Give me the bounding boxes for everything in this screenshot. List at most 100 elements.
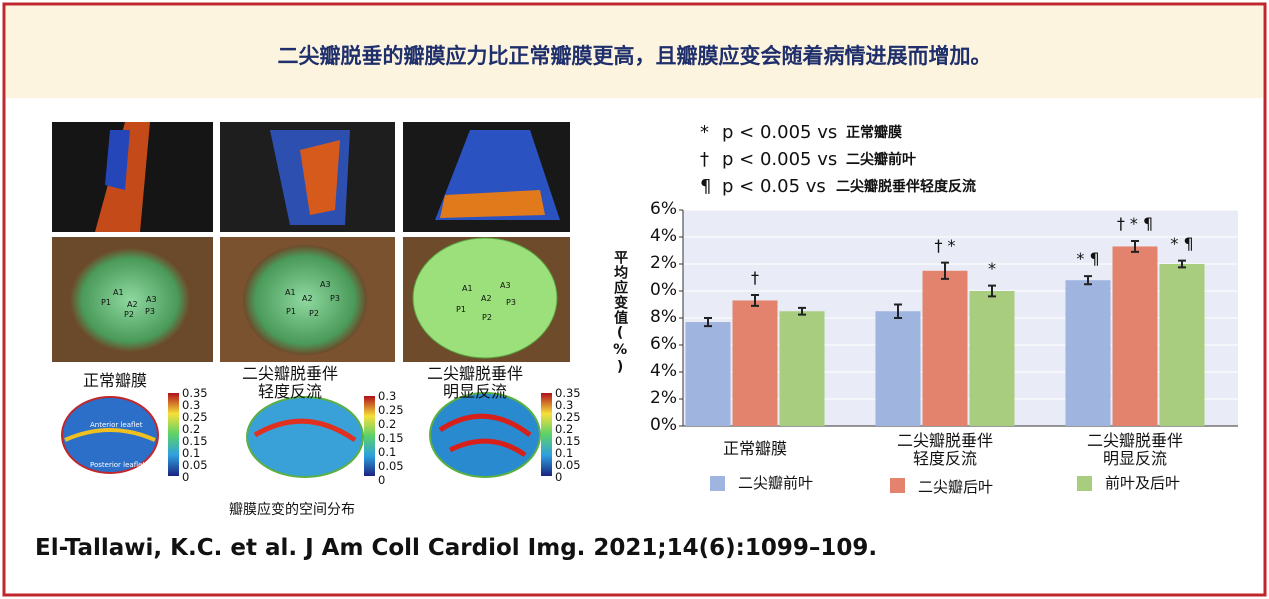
doppler bbox=[105, 130, 130, 190]
coaptation bbox=[438, 413, 532, 458]
bar bbox=[1112, 246, 1158, 426]
sig-text: p < 0.005 vs bbox=[722, 122, 838, 143]
bar bbox=[685, 322, 731, 426]
colorbar-tick: 0.2 bbox=[182, 422, 201, 436]
caption: 瓣膜应变的空间分布 bbox=[229, 502, 355, 518]
colorbar-tick: 0.3 bbox=[378, 389, 397, 403]
significance-mark: † * bbox=[934, 235, 956, 255]
x-tick-label: 正常瓣膜 bbox=[722, 439, 787, 458]
colorbar bbox=[541, 393, 552, 476]
y-tick-label: 8% bbox=[650, 307, 677, 327]
colorbar-tick: 0.2 bbox=[378, 417, 397, 431]
bar bbox=[1159, 264, 1205, 426]
colorbar-tick: 0 bbox=[378, 473, 386, 487]
colorbar-tick: 0.05 bbox=[378, 459, 404, 473]
colorbar-tick: 0.15 bbox=[378, 431, 404, 445]
colorbar-tick: 0.25 bbox=[555, 410, 581, 424]
strain-maps bbox=[61, 392, 552, 478]
leaflet-label: Anterior leaflet bbox=[90, 421, 143, 429]
strain-map bbox=[61, 396, 159, 474]
scallop-label: P2 bbox=[482, 313, 492, 322]
strain-map bbox=[429, 392, 541, 478]
doppler bbox=[300, 140, 340, 215]
y-tick-label: 2% bbox=[650, 253, 677, 273]
y-tick-label: 4% bbox=[650, 226, 677, 246]
bar bbox=[1065, 280, 1111, 426]
colorbar-tick: 0.15 bbox=[555, 434, 581, 448]
scallop-label: A3 bbox=[146, 295, 157, 304]
y-tick-label: 6% bbox=[650, 199, 677, 219]
title: 二尖瓣脱垂的瓣膜应力比正常瓣膜更高，且瓣膜应变会随着病情进展而增加。 bbox=[277, 44, 992, 68]
scallop-label: A1 bbox=[285, 288, 296, 297]
error-bar bbox=[798, 306, 806, 316]
colorbar-tick: 0.35 bbox=[555, 386, 581, 400]
scallop-label: P3 bbox=[330, 294, 340, 303]
legend-swatch bbox=[710, 476, 725, 491]
header-band bbox=[6, 6, 1263, 98]
significance-mark: * ¶ bbox=[1076, 249, 1100, 269]
sig-ref: 二尖瓣前叶 bbox=[846, 152, 916, 168]
bar bbox=[875, 311, 921, 426]
error-bar bbox=[1131, 240, 1139, 253]
y-tick-label: 2% bbox=[650, 388, 677, 408]
bar bbox=[969, 291, 1015, 426]
sig-symbol: ¶ bbox=[700, 176, 712, 197]
leaflet-label: Posterior leaflet bbox=[90, 461, 146, 469]
echo-images bbox=[52, 122, 570, 232]
coaptation bbox=[253, 418, 357, 443]
legend-swatch bbox=[890, 478, 905, 493]
citation: El-Tallawi, K.C. et al. J Am Coll Cardio… bbox=[35, 535, 878, 561]
colorbar-tick: 0.25 bbox=[182, 410, 208, 424]
valve bbox=[412, 237, 558, 359]
error-bar bbox=[894, 303, 902, 319]
valve bbox=[70, 248, 190, 352]
scallop-label: A1 bbox=[113, 288, 124, 297]
scallop-label: P1 bbox=[101, 298, 111, 307]
scallop-label: A1 bbox=[462, 284, 473, 293]
coaptation bbox=[64, 428, 156, 442]
legend-label: 二尖瓣前叶 bbox=[738, 474, 814, 492]
scallop-label: P1 bbox=[456, 305, 466, 314]
error-bar bbox=[704, 317, 712, 328]
colorbar-tick: 0 bbox=[555, 470, 563, 484]
bar bbox=[732, 300, 778, 426]
colorbar-tick: 0.1 bbox=[555, 446, 574, 460]
significance-mark: * ¶ bbox=[1170, 233, 1194, 253]
y-tick-label: 6% bbox=[650, 334, 677, 354]
error-bar bbox=[988, 284, 996, 298]
3d-valve-images bbox=[52, 237, 570, 362]
sig-text: p < 0.05 vs bbox=[722, 176, 826, 197]
scallop-label: P2 bbox=[309, 309, 319, 318]
significance-mark: * bbox=[988, 258, 996, 278]
colorbar-tick: 0.3 bbox=[555, 398, 574, 412]
strain-map bbox=[246, 396, 364, 478]
legend-swatch bbox=[1077, 476, 1092, 491]
colorbar-tick: 0.1 bbox=[378, 445, 397, 459]
error-bar bbox=[1178, 259, 1186, 269]
scallop-label: A2 bbox=[127, 300, 138, 309]
bar bbox=[922, 270, 968, 426]
colorbar-tick: 0.2 bbox=[555, 422, 574, 436]
colorbar-tick: 0 bbox=[182, 470, 190, 484]
legend-label: 前叶及后叶 bbox=[1105, 474, 1181, 492]
sig-symbol: * bbox=[700, 122, 709, 143]
doppler bbox=[440, 190, 545, 218]
scallop-label: P1 bbox=[286, 307, 296, 316]
scallop-label: A2 bbox=[302, 294, 313, 303]
colorbar-tick: 0.05 bbox=[555, 458, 581, 472]
bar bbox=[779, 311, 825, 426]
colorbar bbox=[364, 396, 375, 476]
legend-label: 二尖瓣后叶 bbox=[918, 478, 994, 496]
x-tick-label: 二尖瓣脱垂伴 轻度反流 bbox=[896, 431, 993, 469]
colorbar bbox=[168, 393, 179, 476]
sig-ref: 二尖瓣脱垂伴轻度反流 bbox=[836, 179, 976, 195]
colorbar-tick: 0.15 bbox=[182, 434, 208, 448]
y-tick-label: 0% bbox=[650, 280, 677, 300]
scallop-label: A3 bbox=[500, 281, 511, 290]
panel-label: 二尖瓣脱垂伴 轻度反流 bbox=[241, 364, 338, 402]
sig-symbol: † bbox=[700, 149, 709, 170]
significance-mark: † bbox=[751, 268, 759, 288]
error-bar bbox=[751, 294, 759, 307]
